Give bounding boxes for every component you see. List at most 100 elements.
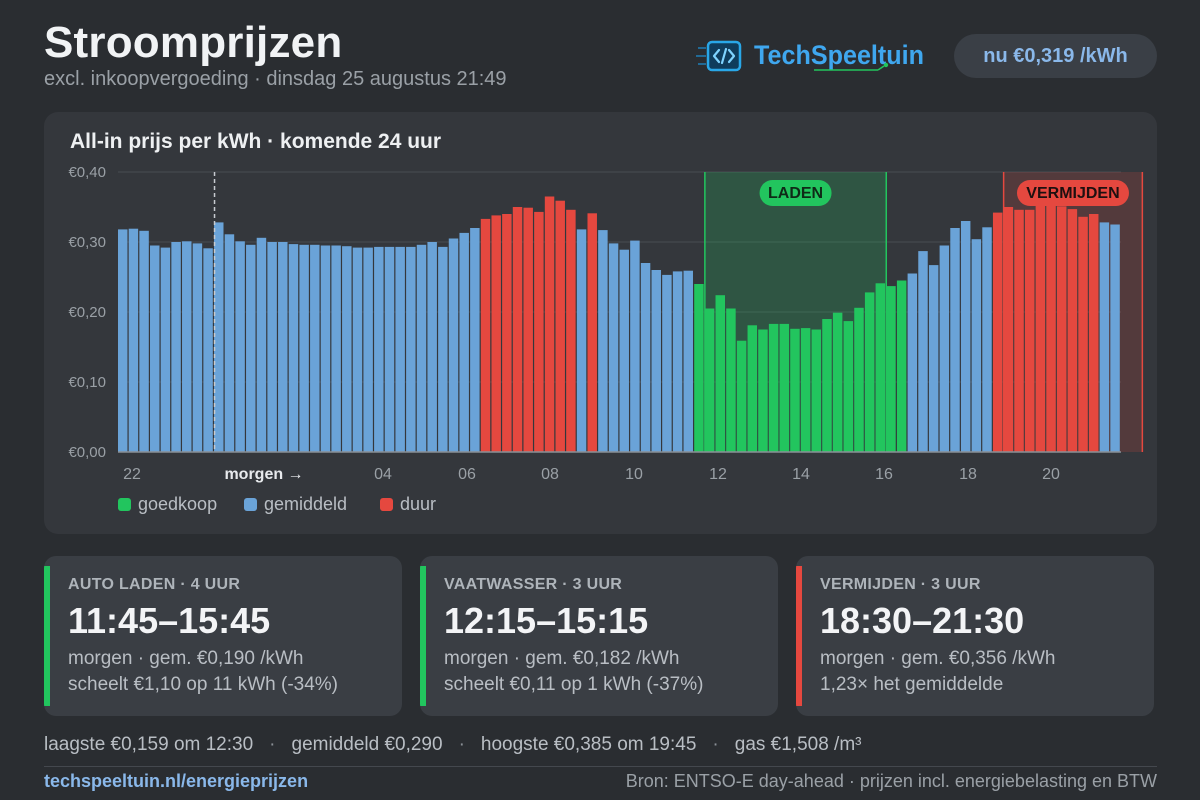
- zone-label-text: VERMIJDEN: [1026, 185, 1119, 202]
- price-bar: [960, 221, 971, 452]
- card-time: 11:45–15:45: [68, 600, 271, 641]
- price-bar: [544, 196, 555, 452]
- price-bar: [672, 271, 683, 452]
- card-label: AUTO LADEN · 4 UUR: [68, 576, 241, 593]
- price-bar: [736, 340, 747, 452]
- price-bar: [768, 323, 779, 452]
- card-comparison: 1,23× het gemiddelde: [820, 674, 1004, 695]
- price-bar: [608, 243, 619, 452]
- price-bar: [598, 230, 608, 452]
- price-bar: [534, 211, 544, 452]
- card-savings: scheelt €0,11 op 1 kWh (-37%): [444, 674, 704, 695]
- footer-link[interactable]: techspeeltuin.nl/energieprijzen: [44, 771, 309, 791]
- price-bar: [651, 270, 661, 452]
- card-label: VERMIJDEN · 3 UUR: [820, 576, 981, 593]
- price-bar: [982, 227, 992, 452]
- x-tick-label: 14: [792, 466, 810, 483]
- price-bar: [779, 323, 790, 452]
- summary-gas: gas €1,508 /m³: [734, 734, 862, 755]
- price-bar: [619, 249, 629, 452]
- price-bar: [171, 242, 181, 452]
- x-tick-label: 20: [1042, 466, 1060, 483]
- price-bar: [800, 328, 811, 452]
- price-bar: [352, 247, 363, 452]
- techspeeltuin-logo[interactable]: TechSpeeltuin: [694, 36, 930, 78]
- price-bar: [790, 328, 800, 452]
- x-tick-label: 16: [875, 466, 893, 483]
- price-bar: [566, 209, 576, 452]
- price-bar: [374, 246, 384, 452]
- zone-label-pill: [1016, 180, 1129, 206]
- card-accent-bar: [420, 566, 426, 706]
- price-bar: [928, 265, 939, 452]
- price-chart-card: All-in prijs per kWh · komende 24 uur €0…: [44, 112, 1157, 534]
- price-bar: [459, 232, 469, 452]
- price-bar: [150, 245, 160, 452]
- price-bar: [576, 229, 587, 452]
- price-bar: [160, 247, 171, 452]
- x-tick-label: 08: [541, 466, 559, 483]
- card-average: morgen · gem. €0,182 /kWh: [444, 648, 680, 669]
- summary-highest: hoogste €0,385 om 19:45: [480, 734, 697, 755]
- price-bar: [1078, 216, 1088, 452]
- x-tick-label: morgen →: [224, 466, 303, 483]
- price-bar: [1046, 191, 1056, 452]
- price-bar: [758, 329, 768, 452]
- x-tick-label: 18: [959, 466, 977, 483]
- price-bar: [832, 312, 843, 452]
- price-bar: [1099, 222, 1110, 452]
- price-bar: [704, 308, 715, 452]
- price-bar: [395, 246, 405, 452]
- price-bar: [918, 251, 928, 452]
- price-bar: [214, 222, 224, 452]
- price-bar: [235, 241, 245, 452]
- card-average: morgen · gem. €0,190 /kWh: [68, 648, 304, 669]
- price-bar: [246, 244, 256, 452]
- card-accent-bar: [796, 566, 802, 706]
- price-bar: [256, 237, 267, 452]
- y-tick-label: €0,40: [68, 164, 106, 181]
- price-bar: [363, 247, 373, 452]
- price-bar: [491, 215, 501, 452]
- x-tick-label: 22: [123, 466, 141, 483]
- price-bar: [406, 246, 416, 452]
- price-bar: [1014, 209, 1024, 452]
- price-bar: [1035, 182, 1046, 452]
- price-bar: [683, 270, 693, 452]
- price-bar: [1067, 209, 1078, 452]
- logo-text: TechSpeeltuin: [754, 40, 924, 70]
- legend-item-duur: duur: [380, 494, 436, 514]
- price-bar: [886, 286, 896, 452]
- legend-label: duur: [400, 494, 436, 514]
- auto-laden-card: AUTO LADEN · 4 UUR 11:45–15:45 morgen · …: [44, 556, 402, 716]
- price-bar: [950, 228, 960, 452]
- x-tick-label: 10: [625, 466, 643, 483]
- price-bar: [203, 248, 213, 452]
- price-bar: [971, 239, 982, 452]
- price-summary: laagste €0,159 om 12:30 · gemiddeld €0,290…: [44, 734, 862, 756]
- price-bar: [555, 200, 565, 452]
- price-bar: [310, 244, 320, 452]
- footer-divider: [44, 766, 1157, 767]
- price-bar: [1110, 224, 1120, 452]
- card-average: morgen · gem. €0,356 /kWh: [820, 648, 1056, 669]
- card-time: 18:30–21:30: [820, 600, 1025, 641]
- summary-lowest: laagste €0,159 om 12:30: [44, 734, 254, 755]
- price-bar: [896, 280, 907, 452]
- price-bar: [480, 218, 491, 452]
- price-bar: [139, 230, 149, 452]
- footer-source: Bron: ENTSO-E day-ahead · prijzen incl. …: [625, 771, 1157, 791]
- price-bar: [747, 325, 758, 452]
- price-bar: [384, 246, 395, 452]
- price-bar: [299, 244, 309, 452]
- price-bar: [662, 274, 672, 452]
- zone-label-text: LADEN: [768, 185, 823, 202]
- price-bar: [470, 228, 480, 452]
- legend-swatch: [118, 498, 131, 511]
- legend-item-goedkoop: goedkoop: [118, 494, 217, 514]
- zone-label-laden: LADEN: [759, 180, 832, 206]
- card-accent-bar: [44, 566, 50, 706]
- x-tick-label: 04: [374, 466, 392, 483]
- price-bar: [630, 240, 640, 452]
- price-bar: [822, 319, 832, 452]
